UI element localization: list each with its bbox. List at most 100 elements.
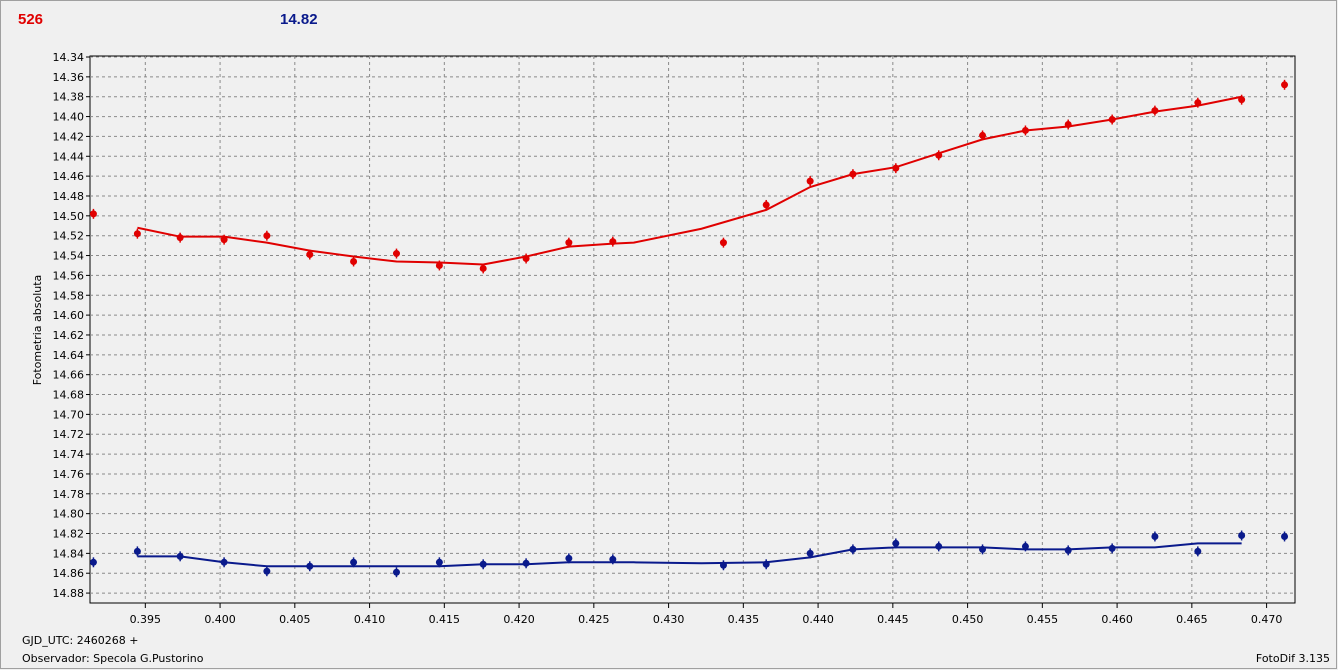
x-tick-label: 0.425 [578,613,610,626]
x-tick-label: 0.430 [653,613,685,626]
x-tick-label: 0.440 [802,613,834,626]
data-point [392,250,400,258]
data-point [133,230,141,238]
data-point [479,560,487,568]
y-tick-label: 14.72 [53,428,85,441]
data-point [1021,126,1029,134]
data-point [849,545,857,553]
data-point [435,261,443,269]
data-point [1064,121,1072,129]
y-tick-label: 14.46 [53,170,85,183]
y-tick-label: 14.40 [53,111,85,124]
x-tick-label: 0.420 [503,613,535,626]
data-point [565,554,573,562]
y-tick-label: 14.70 [53,408,85,421]
y-tick-label: 14.52 [53,230,85,243]
data-point [719,239,727,247]
data-point [350,258,358,266]
data-point [306,251,314,259]
data-point [1194,547,1202,555]
data-point [849,170,857,178]
data-point [1151,107,1159,115]
data-point [263,232,271,240]
y-tick-label: 14.88 [53,587,85,600]
data-point [609,555,617,563]
data-point [762,201,770,209]
y-tick-label: 14.82 [53,528,85,541]
data-point [306,562,314,570]
y-tick-label: 14.58 [53,289,85,302]
data-point [979,131,987,139]
data-point [979,545,987,553]
footer-observer: Observador: Specola G.Pustorino [22,652,204,665]
x-tick-label: 0.415 [429,613,461,626]
y-tick-label: 14.64 [53,349,85,362]
plot-area [89,55,1296,604]
x-tick-label: 0.455 [1027,613,1059,626]
data-point [935,151,943,159]
data-point [89,558,97,566]
y-tick-label: 14.48 [53,190,85,203]
data-point [435,558,443,566]
fit-line [137,542,1242,568]
data-point [176,552,184,560]
x-tick-label: 0.400 [204,613,236,626]
data-point [892,539,900,547]
y-tick-label: 14.50 [53,210,85,223]
x-tick-label: 0.435 [728,613,760,626]
data-point [806,549,814,557]
y-tick-label: 14.66 [53,369,85,382]
data-point [762,560,770,568]
fit-line [137,95,1242,266]
data-point [1021,542,1029,550]
data-point [1281,81,1289,89]
y-tick-label: 14.80 [53,508,85,521]
y-tick-label: 14.34 [53,51,85,64]
data-point [1151,532,1159,540]
data-point [719,561,727,569]
data-point [1281,532,1289,540]
data-point [392,568,400,576]
x-tick-label: 0.410 [354,613,386,626]
y-tick-label: 14.56 [53,269,85,282]
data-point [220,558,228,566]
x-tick-label: 0.450 [952,613,984,626]
data-point [1238,531,1246,539]
data-point [522,559,530,567]
y-tick-label: 14.84 [53,547,85,560]
data-point [479,264,487,272]
x-tick-label: 0.405 [279,613,311,626]
data-point [1064,546,1072,554]
y-axis-label: Fotometria absoluta [31,275,44,386]
data-point [89,210,97,218]
y-tick-label: 14.42 [53,130,85,143]
y-tick-label: 14.74 [53,448,85,461]
data-point [892,164,900,172]
data-point [176,234,184,242]
header-right: 14.82 [280,11,318,28]
y-tick-label: 14.36 [53,71,85,84]
data-point [1108,544,1116,552]
footer-date: GJD_UTC: 2460268 + [22,634,138,647]
data-point [806,177,814,185]
y-tick-label: 14.86 [53,567,85,580]
data-point [565,239,573,247]
y-tick-label: 14.76 [53,468,85,481]
data-point [1194,99,1202,107]
data-point [522,255,530,263]
x-tick-label: 0.445 [877,613,909,626]
y-tick-label: 14.38 [53,91,85,104]
data-point [609,238,617,246]
x-tick-label: 0.465 [1176,613,1208,626]
y-tick-label: 14.44 [53,150,85,163]
data-point [350,558,358,566]
x-tick-label: 0.395 [130,613,162,626]
y-tick-label: 14.60 [53,309,85,322]
x-tick-label: 0.460 [1101,613,1133,626]
footer-software: FotoDif 3.135 [1256,652,1330,665]
y-tick-label: 14.78 [53,488,85,501]
data-point [133,547,141,555]
data-point [1108,116,1116,124]
y-tick-label: 14.68 [53,389,85,402]
